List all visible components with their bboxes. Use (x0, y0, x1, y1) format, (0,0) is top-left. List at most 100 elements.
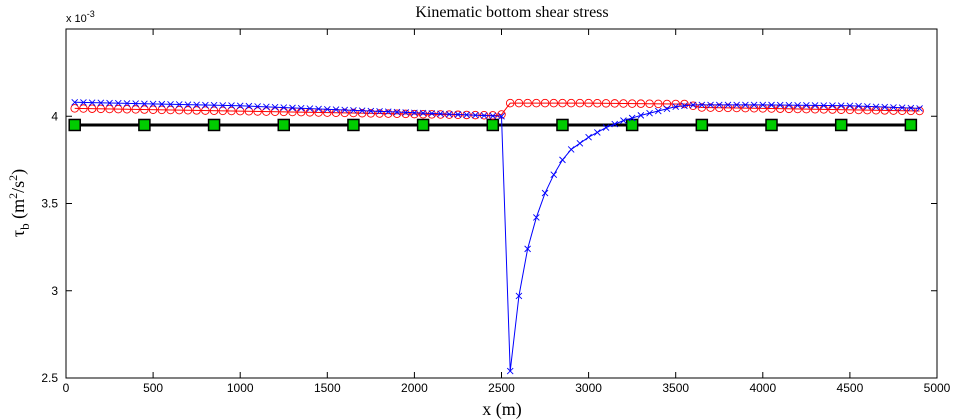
series-reference-point (625, 118, 639, 132)
series-blue-point (733, 101, 740, 109)
tick-layer: 0 500 1000 1500 2000 2500 3000 3500 4000 4500 5000… (41, 29, 951, 395)
chart-title: Kinematic bottom shear stress (415, 4, 608, 21)
series-blue-point (811, 102, 819, 109)
series-red-point (209, 106, 219, 115)
series-blue-point (297, 104, 305, 112)
series-blue (71, 98, 923, 375)
series-red-point (192, 106, 201, 115)
series-red-point (680, 99, 689, 109)
series-blue-point (567, 146, 575, 153)
series-reference-point (486, 118, 500, 132)
series-red-point (70, 104, 79, 113)
series-red-point (627, 99, 637, 108)
series-reference-point (416, 118, 430, 132)
series-blue-point (724, 101, 732, 109)
series-red-point (645, 99, 654, 109)
series-blue-point (524, 245, 531, 253)
x-tick-label: 1000 (227, 381, 254, 395)
series-red-point (610, 99, 619, 108)
series-red-point (331, 108, 341, 118)
series-blue-point (593, 129, 601, 136)
series-red-point (514, 98, 524, 108)
series-blue-point (916, 105, 923, 112)
series-blue-point (533, 214, 540, 221)
series-blue-point (846, 102, 854, 110)
series-red-point (654, 99, 663, 109)
x-tick-label: 3000 (575, 381, 602, 395)
series-red-point (148, 105, 158, 114)
series-blue-point (759, 101, 767, 109)
series-red-point (96, 104, 106, 114)
series-red-point (706, 103, 715, 112)
series-red-point (183, 106, 193, 115)
series-blue-point (445, 110, 453, 118)
series-blue-point (271, 103, 279, 111)
series-red-point (418, 109, 428, 119)
series-red-point (906, 106, 916, 116)
series-reference-point (904, 118, 918, 132)
series-red-point (584, 98, 593, 108)
x-tick-label: 3500 (662, 381, 689, 395)
series-blue-point (167, 100, 174, 108)
series-blue-point (184, 101, 192, 108)
series-blue-point (881, 103, 889, 111)
series-reference (68, 118, 918, 132)
series-red-point (235, 106, 245, 116)
series-red-point (114, 104, 123, 114)
series-red-point (157, 105, 167, 115)
series-blue-point (97, 99, 105, 107)
y-tick-label: 4 (51, 109, 58, 123)
series-blue-point (480, 112, 488, 119)
series-blue-point (663, 105, 671, 113)
series-reference-point (277, 118, 290, 132)
series-red-point (218, 106, 228, 116)
series-blue-point (855, 102, 862, 110)
series-blue-point (489, 112, 497, 120)
series-blue-point (541, 189, 549, 197)
series-red-point (122, 105, 132, 114)
series-reference-point (556, 118, 569, 132)
series-red-point (566, 98, 576, 108)
series-blue-point (149, 100, 157, 108)
series-blue-point (419, 109, 427, 117)
series-red-point (131, 105, 140, 114)
series-red-point (436, 110, 445, 119)
series-blue-point (402, 109, 410, 116)
series-red-point (357, 108, 367, 118)
series-blue-point (689, 101, 697, 109)
x-tick-label: 4000 (749, 381, 776, 395)
series-blue-point (106, 99, 113, 107)
series-red-point (523, 98, 532, 108)
series-blue-point (428, 110, 436, 117)
series-layer (68, 98, 924, 375)
series-red-point (723, 103, 733, 113)
series-blue-point (393, 108, 401, 116)
series-blue-point (80, 99, 87, 106)
series-blue-point (890, 104, 897, 111)
series-blue-point (776, 101, 784, 109)
series-blue-point (585, 133, 592, 141)
series-blue-point (820, 102, 828, 109)
series-red-point (87, 104, 97, 113)
series-blue-point (498, 112, 505, 120)
series-red-point (558, 98, 567, 108)
series-red-point (715, 103, 724, 113)
series-red-point (375, 109, 384, 118)
series-red-point (915, 106, 924, 116)
series-blue-point (315, 105, 322, 113)
y-tick-label: 3.5 (41, 197, 58, 211)
series-blue-point (132, 100, 139, 107)
series-blue-point (332, 106, 340, 113)
series-red-point (270, 107, 280, 116)
series-blue-point (210, 101, 218, 109)
series-blue-point (245, 102, 253, 110)
series-blue-point (123, 100, 131, 107)
series-blue-point (341, 106, 349, 114)
series-blue-point (559, 156, 566, 164)
series-red-point (732, 103, 741, 113)
series-blue-point (228, 102, 235, 109)
series-red-point (201, 106, 210, 115)
y-axis-label: τb (m2/s2) (6, 169, 32, 237)
series-red-point (575, 98, 585, 108)
